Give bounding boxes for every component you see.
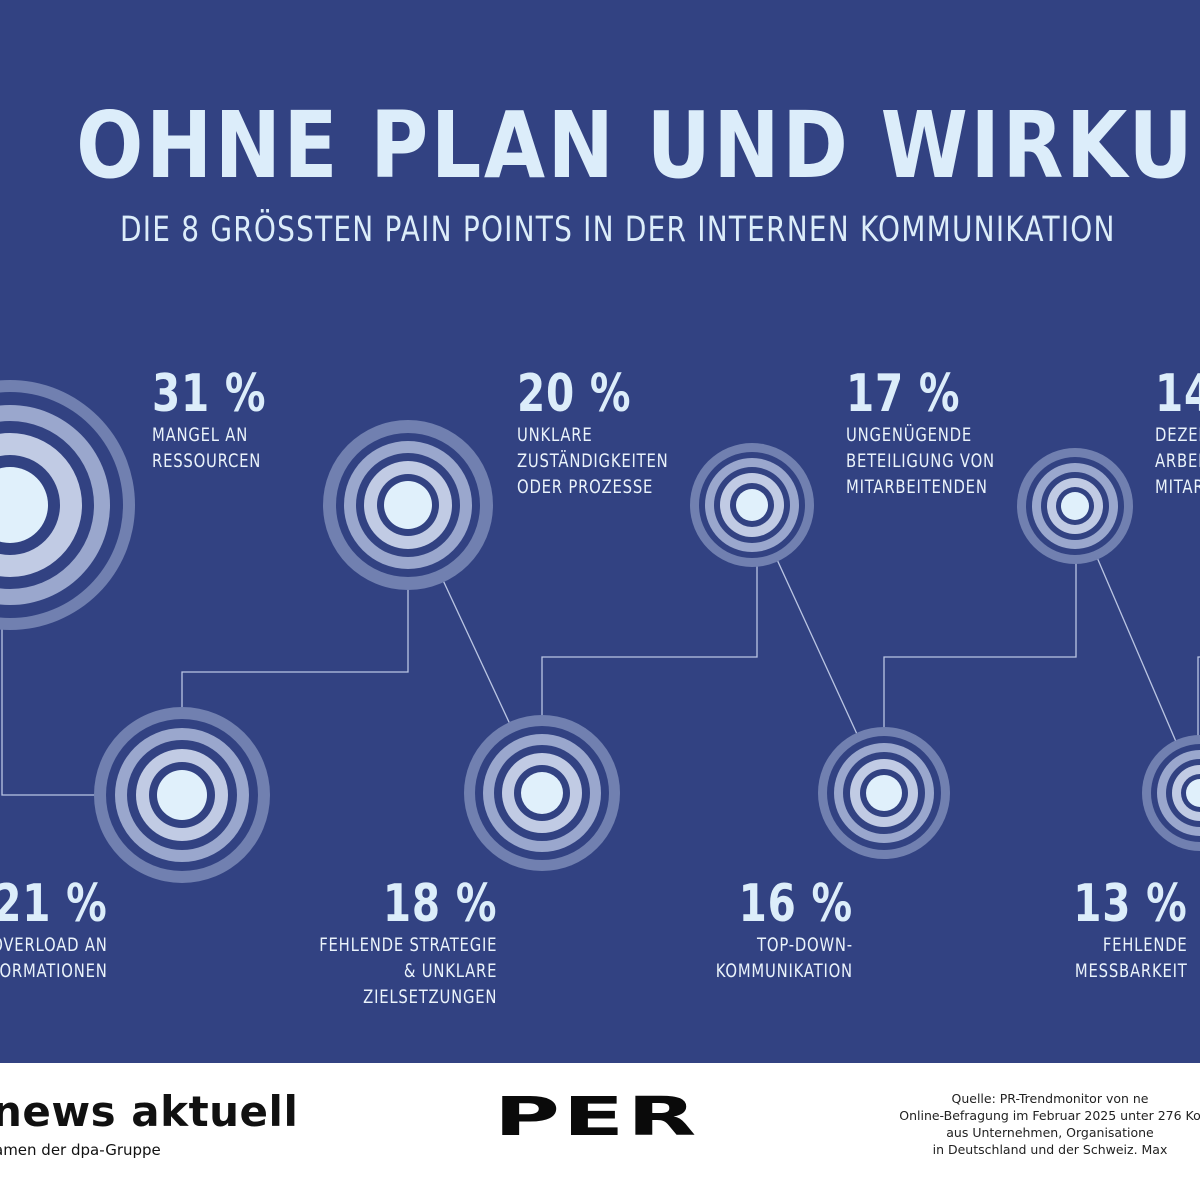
circle-14-pct (1017, 448, 1133, 564)
stat-13-pct: 13 % FEHLENDE MESSBARKEIT (1074, 876, 1188, 984)
circle-17-pct (690, 443, 814, 567)
stat-label-line: & UNKLARE (403, 960, 497, 982)
stat-label-line: RESSOURCEN (152, 450, 262, 472)
per-logo: PER (494, 1085, 700, 1149)
news-aktuell-logo: news aktuell (0, 1087, 299, 1136)
stat-label-line: OVERLOAD AN (0, 934, 108, 956)
stat-20-pct: 20 % UNKLARE ZUSTÄNDIGKEITEN ODER PROZES… (517, 366, 668, 500)
source-line: Online-Befragung im Februar 2025 unter 2… (899, 1108, 1200, 1123)
stat-label-line: MITARBEITENDEN (846, 476, 988, 498)
circle-18-pct (464, 715, 620, 871)
stat-value: 17 % (846, 364, 961, 424)
stat-value: 16 % (738, 874, 853, 934)
stat-label-line: ARBEI (1155, 450, 1200, 472)
stat-label-line: ODER PROZESSE (517, 476, 654, 498)
stat-label-line: FEHLENDE STRATEGIE (318, 934, 497, 956)
circle-20-pct (323, 420, 493, 590)
source-line: aus Unternehmen, Organisatione (946, 1125, 1154, 1140)
stat-label-line: ZUSTÄNDIGKEITEN (517, 450, 669, 472)
stat-label-line: DEZEN (1155, 424, 1200, 446)
stat-label-line: BETEILIGUNG VON (846, 450, 995, 472)
stat-label-line: MESSBARKEIT (1075, 960, 1188, 982)
stat-label-line: TOP-DOWN- (757, 934, 853, 956)
source-note: Quelle: PR-Trendmonitor von ne Online-Be… (840, 1090, 1200, 1158)
news-aktuell-tagline: amen der dpa-Gruppe (0, 1141, 161, 1159)
stat-value: 31 % (152, 364, 267, 424)
source-line: Quelle: PR-Trendmonitor von ne (951, 1091, 1149, 1106)
stat-value: 21 % (0, 874, 108, 934)
stat-value: 20 % (517, 364, 632, 424)
stat-label-line: KOMMUNIKATION (715, 960, 853, 982)
stat-value: 13 % (1073, 874, 1188, 934)
stat-14-pct: 14 DEZEN ARBEI MITAR (1155, 366, 1200, 500)
stat-31-pct: 31 % MANGEL AN RESSOURCEN (152, 366, 266, 474)
stat-label-line: MITAR (1155, 476, 1200, 498)
stat-label-line: UNGENÜGENDE (846, 424, 973, 446)
stat-16-pct: 16 % TOP-DOWN- KOMMUNIKATION (716, 876, 853, 984)
stat-label-line: FEHLENDE (1103, 934, 1188, 956)
circle-16-pct (818, 727, 950, 859)
stat-label-line: UNKLARE (517, 424, 593, 446)
circle-network-graphic (0, 380, 1200, 883)
stat-label-line: FORMATIONEN (0, 960, 108, 982)
stat-label-line: MANGEL AN (152, 424, 249, 446)
circle-13-pct (1142, 735, 1200, 851)
page-title: OHNE PLAN UND WIRKUNG? (76, 92, 1200, 199)
stat-value: 14 (1155, 364, 1200, 424)
stat-value: 18 % (382, 874, 497, 934)
circle-31-pct (0, 380, 135, 630)
stat-17-pct: 17 % UNGENÜGENDE BETEILIGUNG VON MITARBE… (846, 366, 995, 500)
page-subtitle: DIE 8 GRÖSSTEN PAIN POINTS IN DER INTERN… (120, 210, 1116, 250)
footer (0, 1063, 1200, 1200)
stat-18-pct: 18 % FEHLENDE STRATEGIE & UNKLARE ZIELSE… (319, 876, 497, 1010)
stat-label-line: ZIELSETZUNGEN (362, 986, 497, 1008)
stat-21-pct: 21 % OVERLOAD AN FORMATIONEN (0, 876, 108, 984)
infographic-panel: OHNE PLAN UND WIRKUNG? DIE 8 GRÖSSTEN PA… (0, 0, 1200, 1063)
circle-21-pct (94, 707, 270, 883)
source-line: in Deutschland und der Schweiz. Max (932, 1142, 1168, 1157)
